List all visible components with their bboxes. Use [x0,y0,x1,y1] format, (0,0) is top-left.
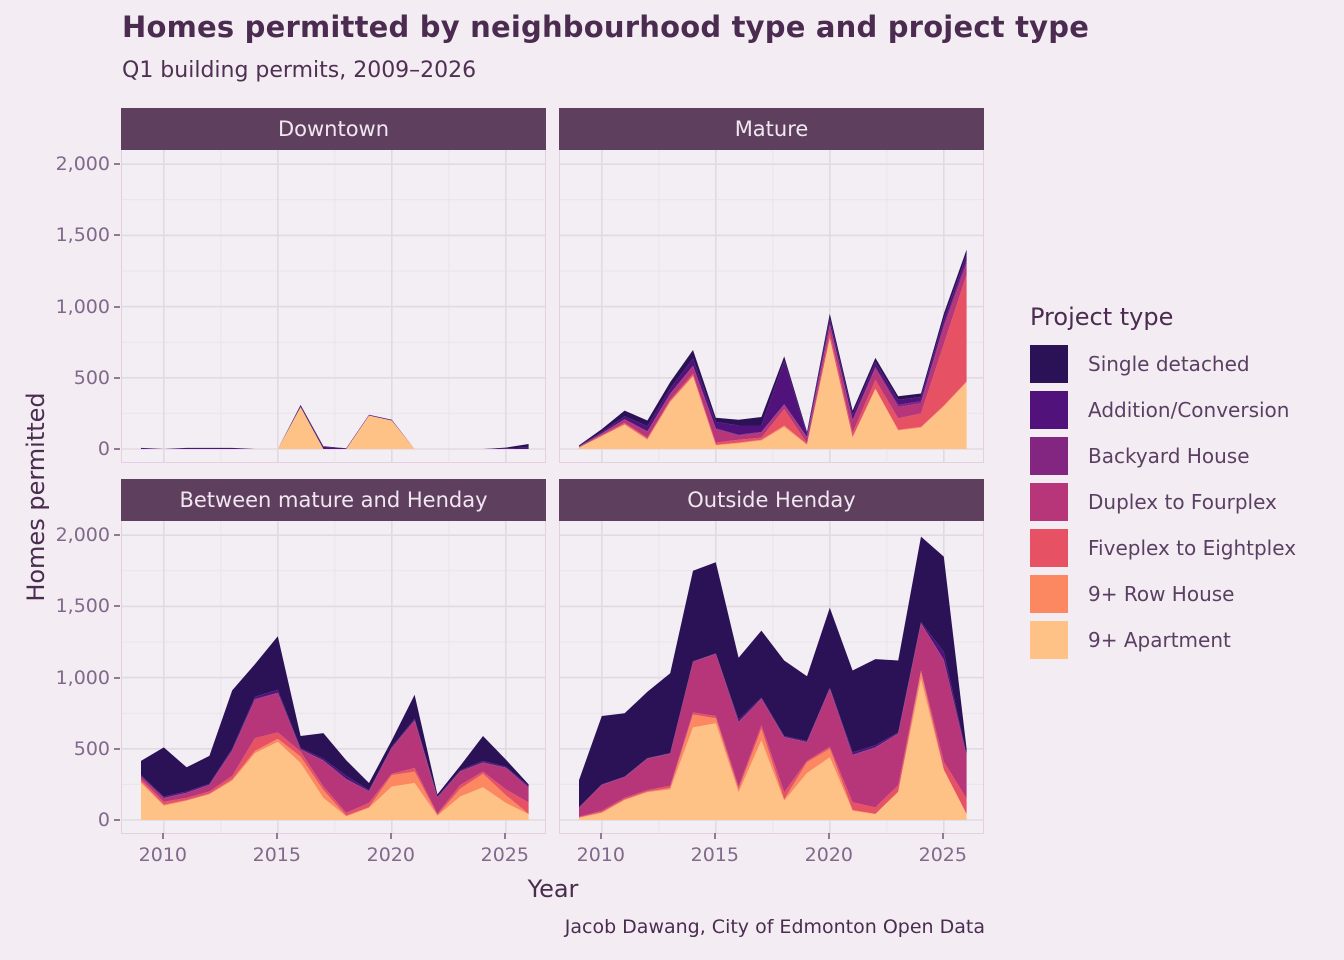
facet-plot [122,150,545,462]
y-tick-mark [114,676,120,679]
legend-item: Addition/Conversion [1030,391,1330,429]
facet-plot-area [121,150,546,463]
x-tick-label: 2020 [804,844,853,866]
facet-panel-outside-henday: Outside Henday [559,479,984,834]
y-tick-label: 1,500 [55,595,110,618]
x-tick-label: 2015 [690,844,739,866]
y-tick-label: 0 [97,438,110,460]
legend-label: Single detached [1088,352,1250,376]
y-tick-mark [114,305,120,308]
x-tick-label: 2020 [366,844,415,866]
x-tick-mark [941,833,944,839]
area-fiveplex-to-eightplex [579,670,967,818]
facet-panel-mature: Mature [559,108,984,463]
facet-panel-downtown: Downtown [121,108,546,463]
legend-swatch [1030,575,1068,613]
legend-label: 9+ Row House [1088,582,1235,606]
legend-title: Project type [1030,303,1174,331]
y-tick-mark [114,534,120,537]
legend-item: Backyard House [1030,437,1330,475]
y-tick-label: 2,000 [55,524,110,547]
area-addition-conversion [579,254,967,447]
y-tick-label: 1,000 [55,666,110,689]
x-tick-label: 2025 [480,844,529,866]
legend-swatch [1030,529,1068,567]
facet-plot [560,521,983,833]
y-tick-mark [114,234,120,237]
y-tick-label: 2,000 [55,153,110,176]
area-single-detached [141,636,529,797]
area-duplex-to-fourplex [579,623,967,817]
legend-swatch [1030,621,1068,659]
x-tick-mark [827,833,830,839]
x-tick-label: 2010 [138,844,187,866]
facet-panel-between-mature-and-henday: Between mature and Henday [121,479,546,834]
x-tick-mark [389,833,392,839]
legend-swatch [1030,391,1068,429]
legend-item: Single detached [1030,345,1330,383]
facet-strip: Downtown [121,108,546,150]
facet-strip: Outside Henday [559,479,984,521]
area-single-detached [579,536,967,808]
y-tick-mark [114,747,120,750]
facet-plot-area [121,521,546,834]
area-9-apartment [579,679,967,820]
facet-strip-label: Between mature and Henday [179,488,488,512]
legend-rows: Single detached Addition/Conversion Backya… [1030,345,1330,659]
facet-plot [122,521,545,833]
facet-strip-label: Outside Henday [687,488,856,512]
x-tick-label: 2015 [252,844,301,866]
y-tick-label: 1,000 [55,295,110,318]
x-tick-mark [161,833,164,839]
legend-label: Fiveplex to Eightplex [1088,536,1297,560]
area-9-apartment [579,338,967,449]
y-tick-label: 1,500 [55,224,110,247]
legend-item: 9+ Row House [1030,575,1330,613]
legend-swatch [1030,483,1068,521]
facet-strip: Between mature and Henday [121,479,546,521]
legend-item: Duplex to Fourplex [1030,483,1330,521]
facet-plot-area [559,521,984,834]
y-tick-mark [114,376,120,379]
y-tick-mark [114,448,120,450]
area-duplex-to-fourplex [141,693,529,814]
x-tick-mark [713,833,716,839]
facet-strip-label: Downtown [277,117,390,141]
y-tick-mark [114,163,120,166]
chart-title: Homes permitted by neighbourhood type an… [122,10,1090,44]
legend: Project type Single detached Addition/Con… [1030,303,1330,667]
x-axis-title: Year [527,875,579,903]
chart-caption: Jacob Dawang, City of Edmonton Open Data [564,916,985,938]
area-9-row-house [579,671,967,818]
x-tick-mark [503,833,506,839]
legend-item: 9+ Apartment [1030,621,1330,659]
y-tick-label: 0 [97,809,110,831]
legend-label: 9+ Apartment [1088,628,1231,652]
facet-plot [560,150,983,462]
facet-strip: Mature [559,108,984,150]
y-tick-label: 500 [73,737,110,760]
facet-strip-label: Mature [734,117,809,141]
chart-subtitle: Q1 building permits, 2009–2026 [122,58,477,83]
legend-label: Backyard House [1088,444,1250,468]
facet-plot-area [559,150,984,463]
x-tick-label: 2025 [918,844,967,866]
legend-swatch [1030,437,1068,475]
y-tick-mark [114,605,120,608]
area-9-apartment [141,741,529,820]
legend-label: Addition/Conversion [1088,398,1290,422]
x-tick-mark [599,833,602,839]
legend-item: Fiveplex to Eightplex [1030,529,1330,567]
y-tick-mark [114,819,120,821]
y-tick-label: 500 [73,366,110,389]
legend-label: Duplex to Fourplex [1088,490,1277,514]
x-tick-mark [275,833,278,839]
x-tick-label: 2010 [576,844,625,866]
legend-swatch [1030,345,1068,383]
